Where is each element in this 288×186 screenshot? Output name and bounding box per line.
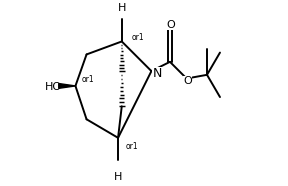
Polygon shape: [59, 84, 75, 88]
Text: HO: HO: [45, 82, 62, 92]
Text: O: O: [166, 20, 175, 30]
Text: N: N: [152, 67, 162, 80]
Text: H: H: [114, 172, 122, 182]
Text: O: O: [183, 76, 192, 86]
Text: H: H: [118, 3, 126, 13]
Text: or1: or1: [132, 33, 145, 42]
Text: or1: or1: [82, 75, 94, 84]
Text: or1: or1: [126, 142, 138, 151]
